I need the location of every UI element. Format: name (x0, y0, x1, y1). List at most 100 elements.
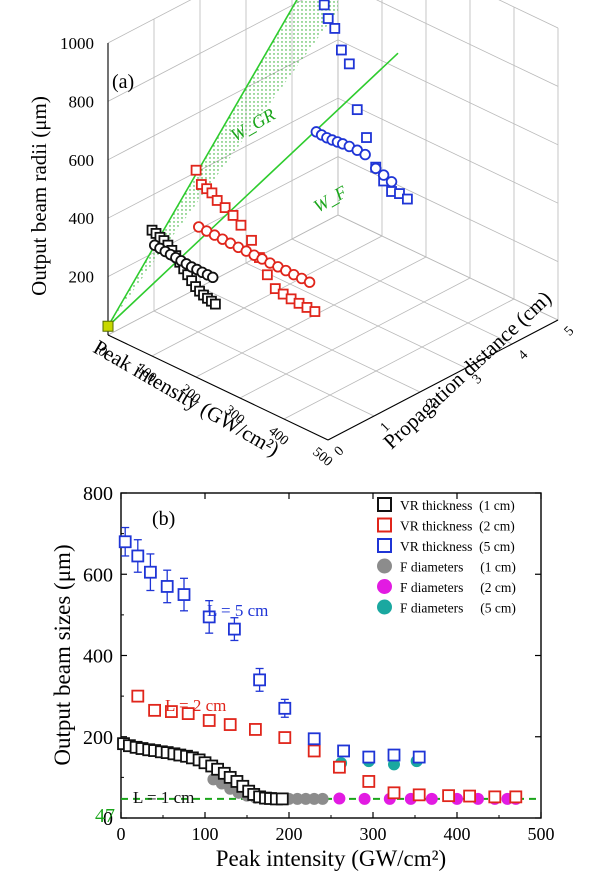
panel-b-x-tick-label: 300 (360, 824, 387, 844)
panel-b-annotation-l2: L = 2 cm (165, 696, 226, 715)
panel-b-point (299, 792, 312, 805)
panel-b-y-axis-label: Output beam sizes (μm) (50, 544, 75, 765)
panel-a-floor-gridline-depth (291, 238, 513, 345)
panel-b-point (358, 792, 371, 805)
panel-b-legend-label: F diameters (1 cm) (400, 560, 516, 575)
panel-a-y-tick-label: 5 (562, 324, 578, 340)
panel-b-point (307, 744, 321, 758)
panel-a-gridline-intensity (107, 0, 339, 336)
panel-b-legend-marker (377, 538, 392, 553)
panel-b-y-tick-label: 0 (103, 808, 113, 830)
panel-a-point (343, 58, 355, 70)
panel-a-series (193, 221, 316, 288)
panel-a-point (207, 271, 219, 284)
panel-b-legend-marker (377, 517, 392, 533)
panel-a-point (209, 298, 221, 310)
panel-b-series (335, 755, 423, 771)
panel-b-point (253, 673, 267, 687)
panel-b-legend-label: VR thickness (1 cm) (400, 498, 515, 513)
panel-a-point (335, 44, 347, 56)
panel-b-series (131, 689, 523, 804)
panel-b-point (332, 760, 346, 774)
panel-b-point (333, 792, 346, 805)
panel-b-reference-label: 47 (95, 805, 115, 827)
panel-a-z-tick-label: 600 (69, 151, 95, 170)
panel-a-marks (102, 0, 413, 332)
panel-b-annotation-l1: L = 1 cm (133, 788, 194, 807)
panel-a-point (309, 306, 321, 317)
panel-a-z-axis-label: Output beam radii (μm) (27, 96, 51, 296)
panel-b-legend-label: F diameters (2 cm) (400, 580, 516, 595)
panel-b-point (278, 701, 292, 715)
panel-b-y-tick-label: 200 (83, 727, 113, 749)
panel-a-series (148, 239, 219, 284)
panel-a-point (394, 188, 405, 199)
panel-a-annotation-wf: W_F (310, 181, 351, 216)
panel-a-z-tick-label: 400 (69, 209, 95, 228)
panel-b-legend-marker (377, 599, 392, 615)
panel-b-point (387, 786, 401, 800)
panel-b-point (488, 790, 502, 804)
panel-a-gridline-intensity (283, 7, 515, 420)
panel-b-point (131, 689, 145, 703)
panel-b-marks (117, 526, 523, 806)
panel-b-annotation-l5: L = 5 cm (207, 601, 268, 620)
panel-b-point (148, 703, 162, 717)
panel-a-x-axis (107, 334, 329, 441)
panel-b-legend-label: VR thickness (5 cm) (400, 539, 515, 554)
panel-b-point (337, 744, 351, 758)
panel-b-point (463, 789, 477, 803)
panel-a-point (190, 164, 202, 176)
panel-b-point (425, 792, 438, 805)
panel-b-point (278, 731, 292, 744)
panel-b-x-tick-label: 100 (192, 824, 219, 844)
panel-a-point (401, 193, 413, 205)
panel-b-point (202, 610, 216, 624)
panel-b-point (412, 788, 426, 802)
panel-a-point (359, 148, 371, 161)
panel-b-point (509, 790, 523, 804)
panel-a-z-tick-label: 800 (69, 92, 95, 111)
panel-b-point (181, 707, 195, 720)
panel-a-point (385, 176, 398, 188)
panel-b-series (118, 526, 426, 764)
panel-b-y-tick-label: 400 (83, 646, 113, 668)
panel-b-point (387, 748, 401, 762)
panel-b-point (412, 750, 426, 764)
panel-b-legend-label: VR thickness (2 cm) (400, 519, 515, 534)
panel-b-legend-marker (377, 558, 392, 574)
panel-a-point (370, 162, 382, 175)
panel-a-z-tick-label: 1000 (60, 34, 94, 53)
panel-b-legend-label: F diameters (5 cm) (400, 601, 516, 616)
panel-b-x-axis-label: Peak intensity (GW/cm²) (216, 846, 446, 871)
panel-b-y-tick-label: 600 (83, 564, 113, 586)
panel-b-point (202, 714, 216, 727)
panel-b-point (227, 622, 241, 636)
panel-b-legend: VR thickness (1 cm) VR thickness (2 cm) VR… (377, 497, 516, 616)
panel-b-point (316, 792, 329, 805)
panel-a-point (329, 22, 341, 34)
panel-a-point (246, 234, 257, 246)
panel-a-point (351, 104, 363, 116)
panel-a-x-axis-label: Peak intensity (GW/cm²) (89, 335, 283, 461)
panel-b-x-tick-label: 200 (276, 824, 303, 844)
panel-a-point (318, 0, 330, 11)
panel-a-floor-gridline-depth (153, 310, 375, 417)
panel-b-y-tick-label: 800 (83, 483, 113, 505)
panel-a-series (318, 0, 413, 205)
panel-a-gridline-intensity (239, 0, 471, 399)
panel-b-point (160, 580, 174, 593)
panel-b-x-tick-label: 400 (444, 824, 471, 844)
panel-a-point (261, 269, 273, 281)
panel-a-point (303, 276, 316, 288)
panel-a-z-tick-label: 200 (69, 268, 95, 287)
panel-b-point (118, 535, 132, 549)
panel-b-point (248, 723, 262, 736)
panel-a-wgr-line (107, 0, 298, 327)
panel-a-point (269, 283, 281, 295)
panel-a-point (322, 13, 334, 24)
panel-b-label: (b) (152, 508, 175, 530)
panel-a-point (227, 209, 239, 221)
